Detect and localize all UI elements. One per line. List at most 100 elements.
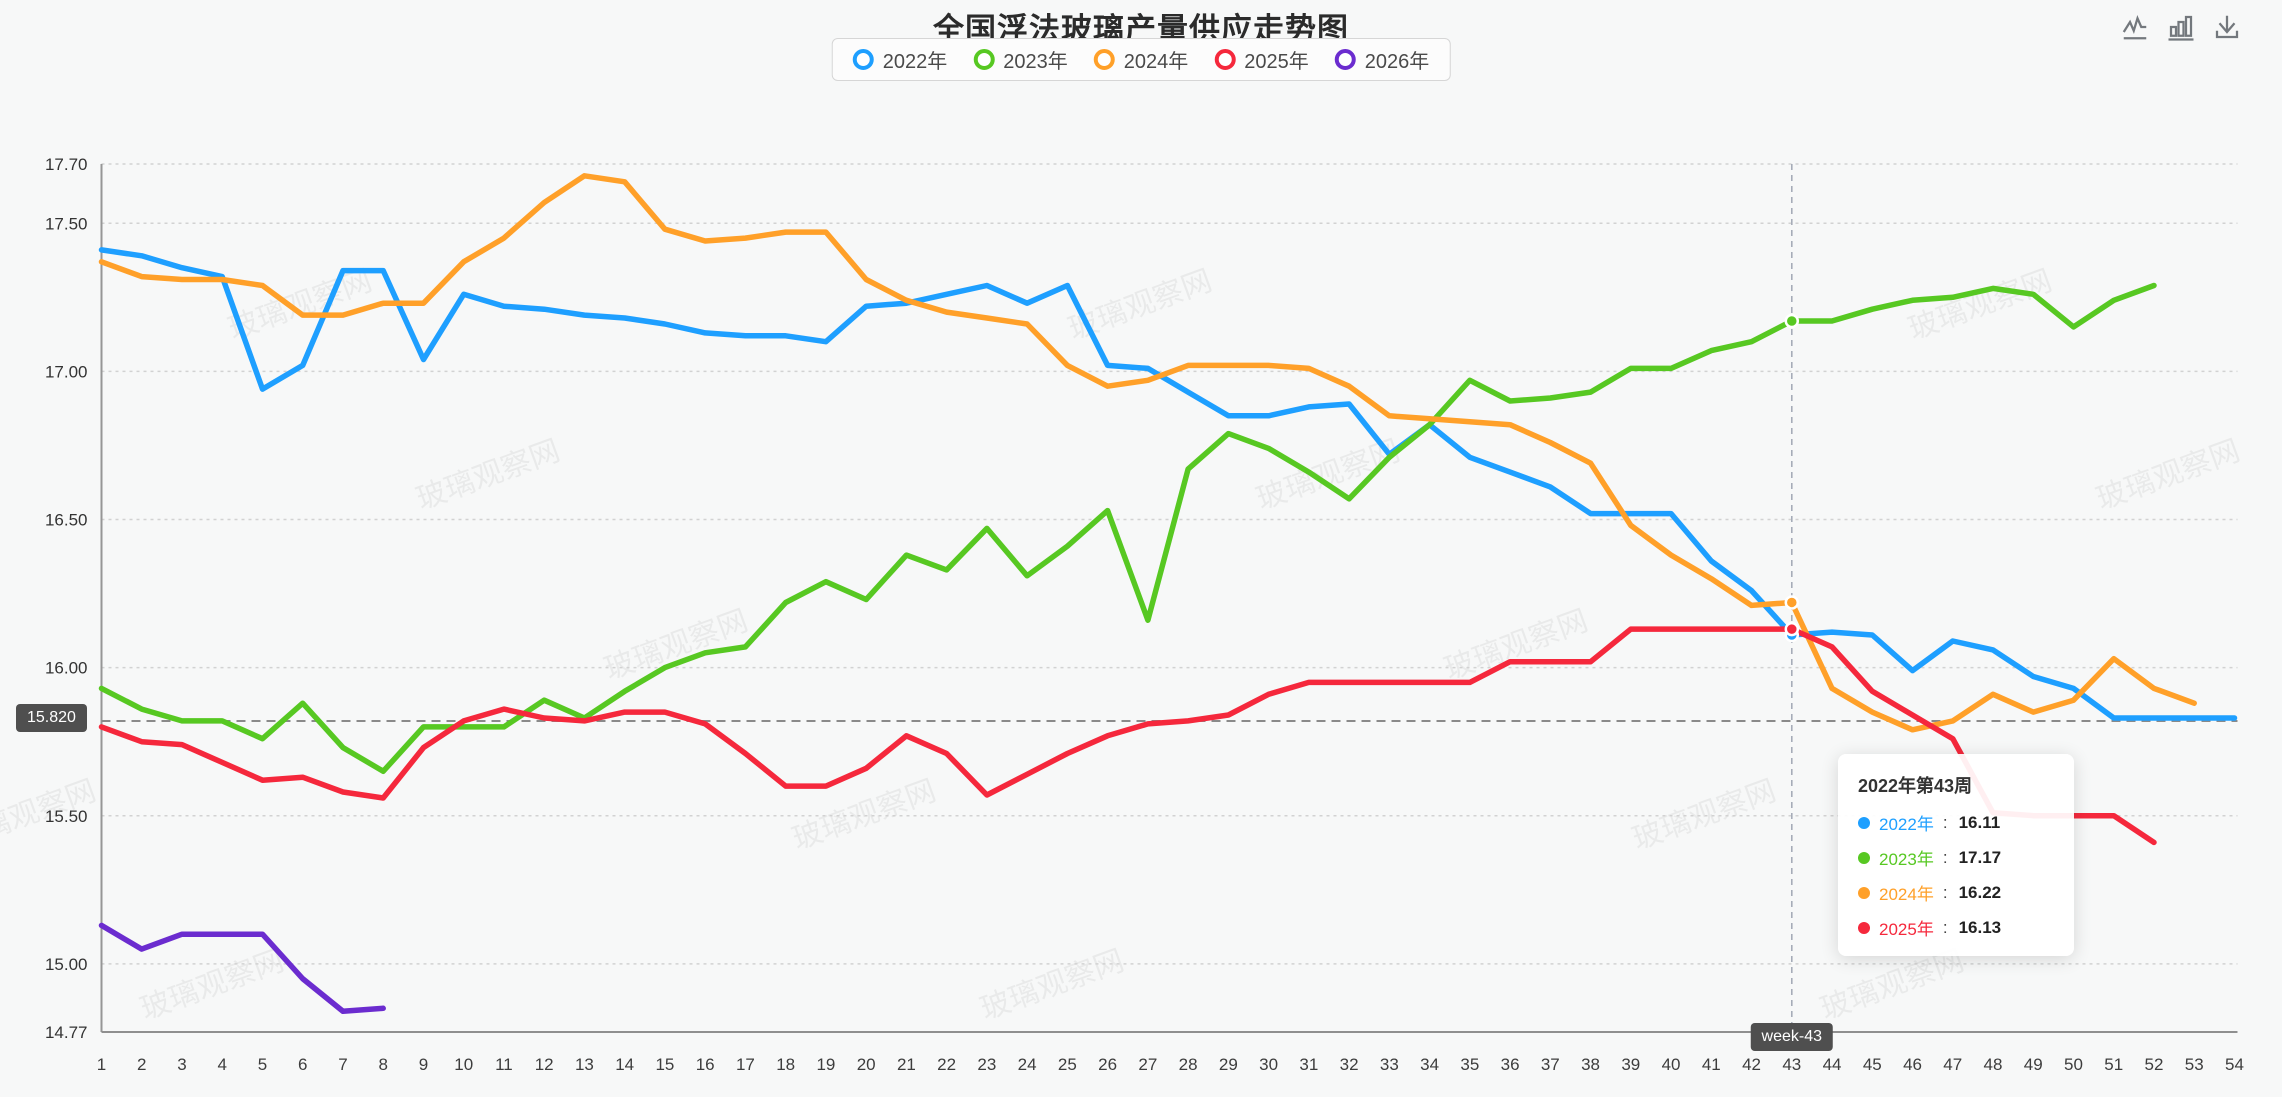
tooltip-series-label: 2024年	[1879, 885, 1934, 904]
series-dot-icon	[1858, 816, 1870, 829]
x-axis-label: 40	[1662, 1055, 1681, 1074]
x-axis-label: 26	[1098, 1055, 1117, 1074]
download-icon[interactable]	[2212, 12, 2242, 42]
y-axis-label: 17.00	[45, 362, 88, 381]
x-axis-label: 37	[1541, 1055, 1560, 1074]
legend-item-2023年[interactable]: 2023年	[973, 45, 1068, 74]
series-line-2026年	[98, 922, 386, 1015]
x-axis-label: 2	[137, 1055, 146, 1074]
tooltip-series-label: 2023年	[1879, 850, 1934, 869]
series-dot-icon	[1858, 886, 1870, 899]
x-axis-label: 17	[736, 1055, 755, 1074]
x-axis-label: 52	[2145, 1055, 2164, 1074]
x-axis-label: 19	[816, 1055, 835, 1074]
x-axis-label: 34	[1420, 1055, 1439, 1074]
legend-item-2026年[interactable]: 2026年	[1334, 45, 1430, 74]
x-axis-label: 18	[776, 1055, 795, 1074]
x-axis-label: 48	[1984, 1055, 2003, 1074]
legend-ring-icon	[1093, 49, 1115, 70]
x-axis-label: 33	[1380, 1055, 1399, 1074]
y-axis-label: 16.50	[45, 511, 88, 530]
y-axis-label: 14.77	[45, 1023, 88, 1042]
x-axis-label: 1	[97, 1055, 106, 1074]
series-line-2023年	[98, 282, 2157, 775]
x-axis-label: 44	[1823, 1055, 1842, 1074]
legend-ring-icon	[973, 49, 995, 70]
legend-label: 2025年	[1244, 51, 1309, 73]
x-axis-label: 9	[419, 1055, 428, 1074]
y-axis-label: 17.70	[45, 155, 88, 174]
y-axis-label: 17.50	[45, 214, 88, 233]
x-axis-label: 16	[696, 1055, 715, 1074]
tooltip-series-label: 2025年	[1879, 920, 1934, 939]
series-dot-icon	[1858, 851, 1870, 864]
x-axis-label: 4	[218, 1055, 227, 1074]
hover-dot-2024年	[1784, 595, 1800, 610]
x-axis-label: 8	[378, 1055, 387, 1074]
x-axis-label: 39	[1621, 1055, 1640, 1074]
legend-item-2024年[interactable]: 2024年	[1093, 45, 1189, 74]
x-axis-label: 22	[937, 1055, 956, 1074]
hover-dot-2025年	[1784, 621, 1800, 637]
x-axis-label: 50	[2064, 1055, 2083, 1074]
x-axis-label: 13	[575, 1055, 594, 1074]
x-axis-label: 15	[655, 1055, 674, 1074]
tooltip: 2022年第43周 2022年:16.11 2023年:17.17 2024年:16…	[1838, 754, 2074, 956]
bar-chart-icon[interactable]	[2166, 12, 2196, 42]
tooltip-series-value: 16.11	[1958, 812, 2001, 832]
x-axis-label: 43	[1782, 1055, 1801, 1074]
hover-dot-2023年	[1784, 313, 1800, 329]
x-axis-label: 45	[1863, 1055, 1882, 1074]
x-axis-label: 46	[1903, 1055, 1922, 1074]
toolbox	[2120, 12, 2242, 42]
x-axis-label: 20	[857, 1055, 876, 1074]
legend-label: 2023年	[1003, 51, 1068, 73]
x-axis-label: 5	[258, 1055, 267, 1074]
y-axis-label: 16.00	[45, 659, 88, 678]
x-axis-label: 21	[897, 1055, 916, 1074]
legend-item-2022年[interactable]: 2022年	[852, 45, 948, 74]
legend: 2022年 2023年 2024年 2025年 2026年	[831, 38, 1451, 81]
tooltip-row-2024年: 2024年:16.22	[1858, 880, 2054, 905]
x-axis-label: 10	[454, 1055, 473, 1074]
x-axis-label: 49	[2024, 1055, 2043, 1074]
legend-label: 2026年	[1364, 51, 1430, 73]
x-axis-label: 25	[1058, 1055, 1077, 1074]
x-axis-pointer-badge: week-43	[1750, 1023, 1834, 1051]
series-line-2022年	[98, 247, 2238, 721]
y-axis-label: 15.00	[45, 955, 88, 974]
x-axis-label: 30	[1259, 1055, 1278, 1074]
tooltip-series-value: 16.13	[1958, 917, 2002, 937]
x-axis-label: 14	[615, 1055, 634, 1074]
series-dot-icon	[1858, 921, 1870, 934]
tooltip-series-value: 17.17	[1958, 847, 2002, 867]
x-axis-label: 24	[1018, 1055, 1037, 1074]
x-axis-label: 35	[1460, 1055, 1479, 1074]
y-axis-pointer-badge: 15.820	[16, 704, 87, 732]
y-axis-label: 15.50	[45, 807, 88, 826]
x-axis-label: 32	[1340, 1055, 1359, 1074]
tooltip-row-2025年: 2025年:16.13	[1858, 915, 2054, 940]
line-chart-icon[interactable]	[2120, 12, 2150, 42]
legend-ring-icon	[1334, 49, 1356, 70]
legend-item-2025年[interactable]: 2025年	[1214, 45, 1309, 74]
legend-label: 2022年	[882, 51, 948, 73]
legend-ring-icon	[1214, 49, 1236, 70]
x-axis-label: 23	[977, 1055, 996, 1074]
tooltip-title: 2022年第43周	[1858, 776, 1973, 796]
x-axis-label: 42	[1742, 1055, 1761, 1074]
x-axis-label: 11	[495, 1055, 513, 1074]
x-axis-label: 29	[1219, 1055, 1238, 1074]
x-axis-label: 38	[1581, 1055, 1600, 1074]
x-axis-label: 31	[1299, 1055, 1318, 1074]
x-axis-label: 54	[2225, 1055, 2244, 1074]
series-line-2024年	[98, 173, 2197, 733]
legend-ring-icon	[852, 49, 874, 70]
x-axis-label: 51	[2104, 1055, 2123, 1074]
tooltip-row-2022年: 2022年:16.11	[1858, 810, 2054, 835]
legend-label: 2024年	[1123, 51, 1189, 73]
tooltip-series-label: 2022年	[1879, 815, 1934, 834]
series-line-2025年	[98, 626, 2157, 846]
